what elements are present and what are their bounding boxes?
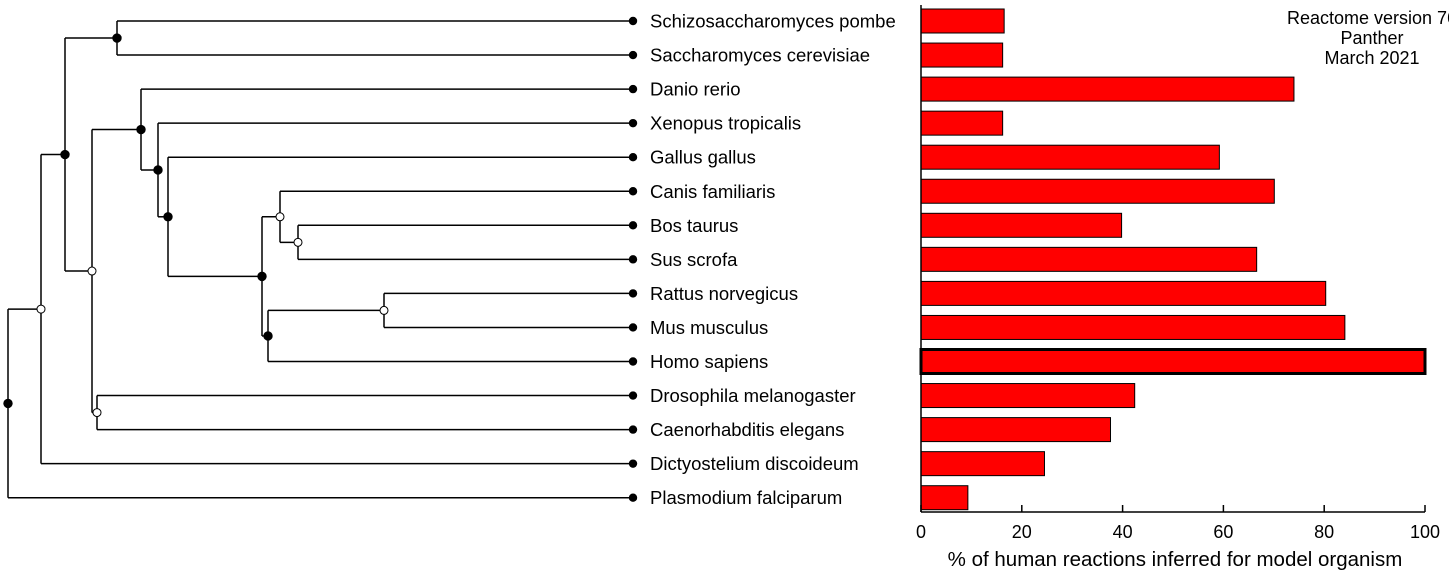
leaf-node-drosophila-melanogaster: [628, 391, 638, 400]
tree-node-mammal: [257, 271, 267, 282]
species-label-xenopus-tropicalis: Xenopus tropicalis: [650, 113, 801, 134]
leaf-node-mus-musculus: [628, 323, 638, 332]
leaf-node-dictyostelium-discoideum: [628, 459, 638, 468]
species-label-gallus-gallus: Gallus gallus: [650, 147, 756, 168]
bar-dictyostelium-discoideum: [920, 451, 1045, 477]
species-labels: Schizosaccharomyces pombe Saccharomyces c…: [650, 11, 896, 509]
species-label-rattus-norvegicus: Rattus norvegicus: [650, 283, 798, 304]
bar-homo-sapiens: [919, 348, 1427, 375]
species-label-saccharomyces-cerevisiae: Saccharomyces cerevisiae: [650, 45, 870, 66]
species-label-danio-rerio: Danio rerio: [650, 79, 741, 100]
leaf-node-gallus-gallus: [628, 153, 638, 162]
tree-node-rodent: [379, 305, 389, 315]
annotation-line-1: Reactome version 76: [1287, 8, 1449, 28]
species-label-caenorhabditis-elegans: Caenorhabditis elegans: [650, 419, 844, 440]
x-tick-label-80: 80: [1314, 522, 1334, 542]
tree-node-amniote: [163, 212, 173, 222]
tree-node-opist: [60, 149, 70, 160]
tree-node-yeast: [112, 33, 122, 43]
leaf-node-canis-familiaris: [628, 187, 638, 196]
leaf-node-rattus-norvegicus: [628, 289, 638, 298]
bar-rattus-norvegicus: [920, 280, 1327, 306]
x-tick-label-40: 40: [1113, 522, 1133, 542]
bar-drosophila-melanogaster: [920, 383, 1136, 409]
tree-node-tetra: [153, 165, 163, 175]
leaf-node-saccharomyces-cerevisiae: [628, 50, 638, 60]
species-label-schizosaccharomyces-pombe: Schizosaccharomyces pombe: [650, 11, 896, 32]
bar-mus-musculus: [920, 314, 1346, 340]
tree-node-root: [3, 398, 13, 409]
bar-plasmodium-falciparum: [920, 485, 969, 511]
tree-node-cbs: [275, 212, 285, 222]
species-label-homo-sapiens: Homo sapiens: [650, 351, 768, 372]
tree-node-euarch: [263, 331, 273, 341]
species-label-drosophila-melanogaster: Drosophila melanogaster: [650, 385, 856, 406]
x-axis: 0 20 40 60 80 100 % of human reactions inferre…: [916, 5, 1440, 571]
leaf-node-danio-rerio: [628, 84, 638, 94]
annotation-line-2: Panther: [1340, 28, 1403, 48]
species-label-canis-familiaris: Canis familiaris: [650, 181, 775, 202]
leaf-node-bos-taurus: [628, 221, 638, 230]
tree-node-catsus: [293, 237, 303, 247]
tree-node-inv: [92, 408, 102, 418]
x-tick-label-100: 100: [1410, 522, 1440, 542]
leaf-node-caenorhabditis-elegans: [628, 425, 638, 434]
species-label-sus-scrofa: Sus scrofa: [650, 249, 738, 270]
bar-bos-taurus: [920, 212, 1123, 238]
annotation-line-3: March 2021: [1324, 48, 1419, 68]
species-label-dictyostelium-discoideum: Dictyostelium discoideum: [650, 453, 859, 474]
x-tick-label-60: 60: [1213, 522, 1233, 542]
leaf-node-plasmodium-falciparum: [628, 493, 638, 502]
x-axis-title: % of human reactions inferred for model …: [948, 548, 1403, 571]
tree-node-amorph: [36, 304, 46, 314]
phylogenetic-tree: [3, 16, 638, 502]
x-tick-label-20: 20: [1012, 522, 1032, 542]
species-label-bos-taurus: Bos taurus: [650, 215, 738, 236]
leaf-node-homo-sapiens: [628, 357, 638, 366]
leaf-node-sus-scrofa: [628, 255, 638, 264]
bar-series: [919, 8, 1427, 511]
bar-gallus-gallus: [920, 144, 1220, 170]
bar-xenopus-tropicalis: [920, 110, 1004, 136]
species-label-plasmodium-falciparum: Plasmodium falciparum: [650, 487, 842, 508]
bar-schizosaccharomyces-pombe: [920, 8, 1005, 34]
bar-sus-scrofa: [920, 246, 1258, 272]
x-tick-label-0: 0: [916, 522, 926, 542]
bar-saccharomyces-cerevisiae: [920, 42, 1004, 68]
leaf-node-xenopus-tropicalis: [628, 118, 638, 128]
bar-canis-familiaris: [920, 178, 1275, 204]
tree-node-anim: [87, 266, 97, 276]
bar-caenorhabditis-elegans: [920, 417, 1112, 443]
species-label-mus-musculus: Mus musculus: [650, 317, 768, 338]
tree-node-verts: [136, 124, 146, 135]
bar-danio-rerio: [920, 76, 1295, 102]
leaf-node-schizosaccharomyces-pombe: [628, 16, 638, 26]
